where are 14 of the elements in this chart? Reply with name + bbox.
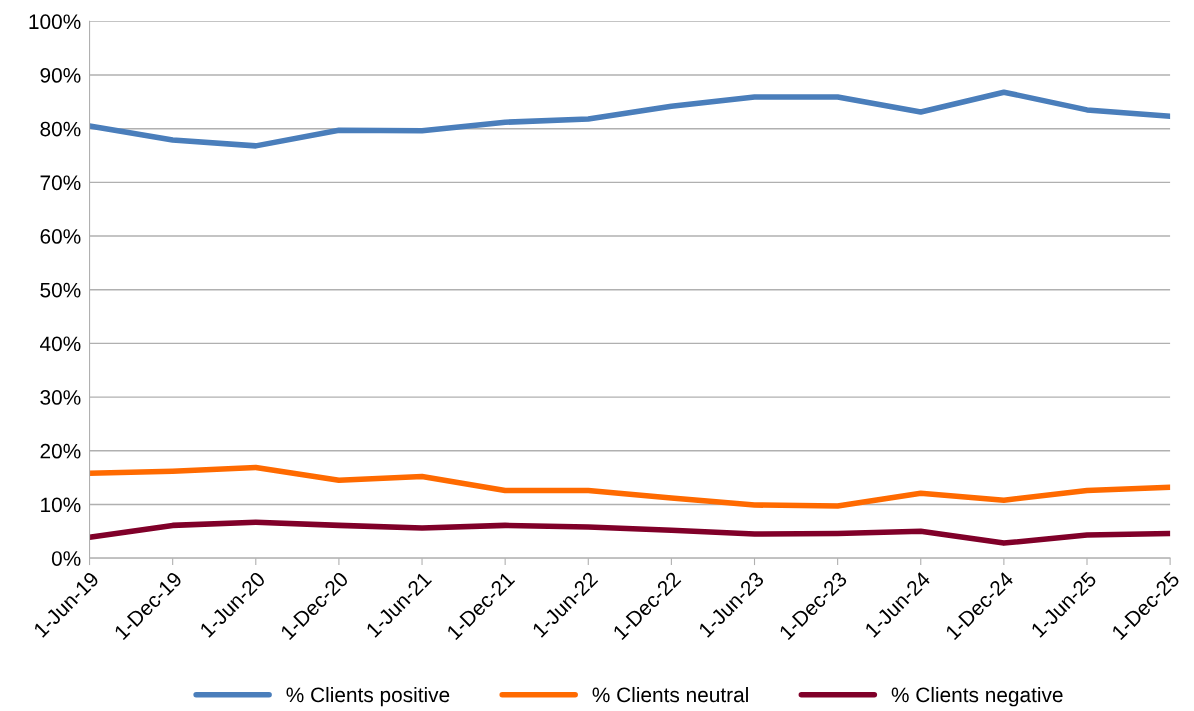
y-tick-label: 80% — [40, 121, 81, 137]
y-tick-label: 50% — [40, 282, 81, 298]
y-tick-label: 10% — [41, 497, 81, 513]
legend-label: % Clients negative — [891, 686, 1063, 707]
y-tick-label: 100% — [29, 14, 81, 30]
y-tick-label: 90% — [40, 68, 81, 83]
y-tick-label: 60% — [40, 229, 81, 244]
y-tick-label: 20% — [40, 443, 81, 459]
y-tick-label: 0% — [51, 551, 81, 566]
legend-label: % Clients positive — [286, 686, 450, 707]
y-tick-label: 40% — [40, 336, 81, 352]
y-tick-label: 70% — [40, 175, 81, 191]
legend-label: % Clients neutral — [592, 686, 748, 703]
y-tick-label: 30% — [40, 390, 81, 405]
